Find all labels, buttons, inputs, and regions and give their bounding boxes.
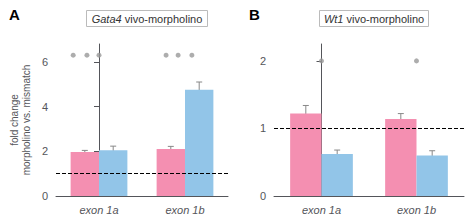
svg-text:2: 2 — [42, 145, 48, 157]
svg-text:exon 1a: exon 1a — [302, 204, 341, 216]
svg-text:0: 0 — [42, 190, 48, 202]
svg-text:Wt1: Wt1 — [324, 13, 344, 25]
svg-text:vivo-morpholino: vivo-morpholino — [343, 13, 424, 25]
svg-text:A: A — [9, 6, 20, 23]
svg-text:B: B — [249, 6, 260, 23]
svg-text:1: 1 — [260, 122, 266, 134]
svg-text:morpholino vs. mismatch: morpholino vs. mismatch — [21, 65, 32, 176]
svg-text:exon 1b: exon 1b — [165, 204, 204, 216]
svg-text:4: 4 — [42, 101, 48, 113]
svg-text:exon 1b: exon 1b — [397, 204, 436, 216]
svg-text:exon 1a: exon 1a — [79, 204, 118, 216]
svg-text:vivo-morpholino: vivo-morpholino — [122, 13, 203, 25]
svg-text:6: 6 — [42, 56, 48, 68]
svg-text:Gata4: Gata4 — [92, 13, 122, 25]
svg-text:0: 0 — [260, 190, 266, 202]
svg-text:2: 2 — [260, 55, 266, 67]
svg-text:fold change: fold change — [9, 94, 20, 146]
